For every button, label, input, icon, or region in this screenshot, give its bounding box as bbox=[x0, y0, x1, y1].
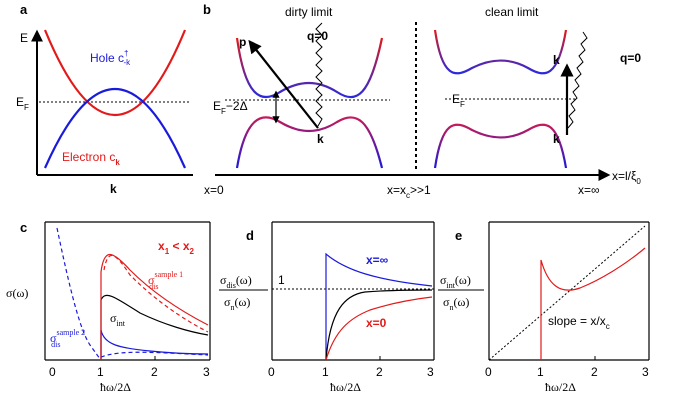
electron-band bbox=[43, 29, 187, 117]
panel-a: a E EF k Hole c† -k Electron ck bbox=[16, 2, 193, 196]
panel-a-ef-label: EF bbox=[16, 95, 29, 112]
panel-d-label: d bbox=[246, 228, 254, 243]
clean-upper-band bbox=[433, 29, 568, 75]
clean-limit-title: clean limit bbox=[485, 5, 539, 19]
x-inf-curve bbox=[325, 252, 433, 360]
panel-a-k-label: k bbox=[110, 182, 117, 196]
hole-band-label: Hole c† -k bbox=[90, 49, 131, 67]
panel-d-x0-label: x=0 bbox=[366, 316, 387, 330]
k-left-label: k bbox=[317, 132, 324, 146]
dis1-dashed-curve bbox=[103, 255, 209, 333]
panel-d-ylabel-den: σn(ω) bbox=[224, 295, 250, 312]
dirty-transition-arrow bbox=[248, 39, 319, 129]
panel-c-tick-3: 3 bbox=[203, 365, 210, 379]
panel-d-tick-2: 2 bbox=[376, 365, 383, 379]
sigma-int-ratio-curve bbox=[540, 247, 646, 360]
panel-c-tick-2: 2 bbox=[151, 365, 158, 379]
x0-curve bbox=[325, 296, 433, 361]
gap-label: EF−2Δ bbox=[213, 99, 248, 116]
panel-e-ylabel-num: σint(ω) bbox=[440, 273, 471, 290]
panel-a-label: a bbox=[20, 2, 28, 17]
panel-c-tick-1: 1 bbox=[97, 365, 104, 379]
panel-d-tick-0: 0 bbox=[268, 365, 275, 379]
clean-lower-band bbox=[433, 123, 568, 169]
k-right-top-label: k bbox=[553, 53, 560, 67]
panel-c-ylabel: σ(ω) bbox=[6, 286, 28, 300]
dis2-solid-curve bbox=[100, 329, 209, 360]
slope-label: slope = x/xc bbox=[548, 314, 610, 331]
dirty-lower-band bbox=[235, 116, 384, 169]
k-right-bottom-label: k bbox=[553, 132, 560, 146]
panel-c: c 0 1 2 3 ħω/2Δ σ(ω) x1 < x2 σsample 1 di… bbox=[6, 220, 211, 394]
x0-label: x=0 bbox=[204, 183, 224, 197]
panel-e: e 0 1 2 3 ħω/2Δ σint(ω) σn(ω) slope = x/… bbox=[438, 221, 650, 394]
panel-e-tick-3: 3 bbox=[642, 365, 649, 379]
dis1-label: σsample 1 dis bbox=[148, 270, 183, 291]
panel-c-legend: x1 < x2 bbox=[158, 239, 195, 256]
sigma-int-curve bbox=[100, 294, 209, 360]
dirty-upper-band bbox=[235, 37, 384, 98]
panel-d-xinf-label: x=∞ bbox=[366, 253, 388, 267]
hole-band bbox=[43, 88, 187, 169]
panel-e-xlabel: ħω/2Δ bbox=[545, 380, 576, 394]
panel-e-tick-1: 1 bbox=[537, 365, 544, 379]
panel-e-tick-0: 0 bbox=[485, 365, 492, 379]
slope-line bbox=[488, 225, 646, 361]
sigma-int-label: σint bbox=[110, 311, 126, 328]
panel-b-axis-label: x=l/ξ0 bbox=[612, 169, 641, 186]
dis2-label: σsample 2 dis bbox=[50, 328, 85, 349]
panel-e-ylabel-den: σn(ω) bbox=[443, 295, 469, 312]
panel-c-tick-0: 0 bbox=[49, 365, 56, 379]
q-left-label: q=0 bbox=[307, 29, 328, 43]
panel-d: d 0 1 2 3 ħω/2Δ σdis(ω) σn(ω) 1 x=∞ x=0 bbox=[219, 221, 435, 394]
panel-c-label: c bbox=[20, 220, 27, 235]
clean-photon-wave bbox=[567, 31, 588, 129]
panel-d-tick-1: 1 bbox=[322, 365, 329, 379]
panel-c-xlabel: ħω/2Δ bbox=[100, 380, 131, 394]
panel-d-ylabel-num: σdis(ω) bbox=[220, 273, 252, 290]
panel-d-tick-3: 3 bbox=[427, 365, 434, 379]
dirty-limit-title: dirty limit bbox=[285, 5, 333, 19]
dirty-photon-wave bbox=[315, 22, 323, 127]
panel-e-tick-2: 2 bbox=[591, 365, 598, 379]
xc-label: x=xc>>1 bbox=[387, 183, 431, 200]
electron-band-label: Electron ck bbox=[62, 150, 120, 167]
clean-ef-label: EF bbox=[452, 92, 465, 109]
panel-d-xlabel: ħω/2Δ bbox=[330, 380, 361, 394]
panel-b: b dirty limit clean limit p q=0 k EF−2Δ … bbox=[203, 2, 641, 200]
x-mid-curve bbox=[325, 289, 433, 361]
panel-b-label: b bbox=[203, 2, 211, 17]
xinf-label: x=∞ bbox=[578, 183, 600, 197]
dis2-low-freq-curve bbox=[56, 227, 101, 360]
panel-d-one-label: 1 bbox=[278, 273, 285, 287]
dis1-solid-curve bbox=[100, 253, 209, 360]
q-right-label: q=0 bbox=[620, 51, 641, 65]
panel-a-e-label: E bbox=[20, 31, 28, 45]
p-label: p bbox=[239, 35, 246, 49]
panel-e-label: e bbox=[455, 228, 462, 243]
